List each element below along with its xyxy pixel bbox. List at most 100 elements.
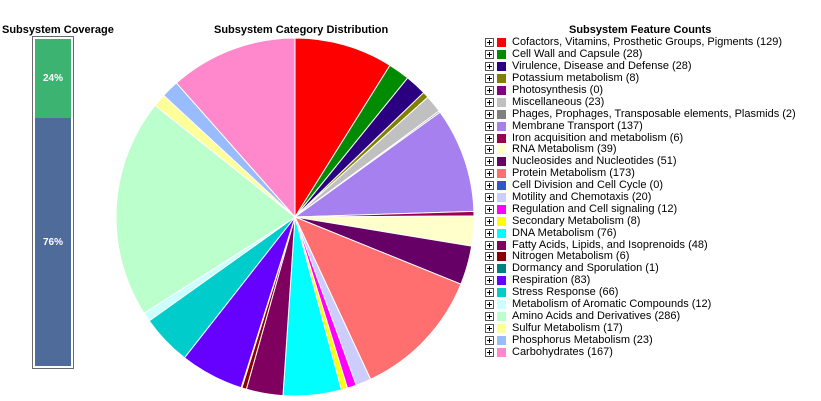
expand-plus-icon[interactable] [485,335,494,345]
category-pie-chart [115,37,475,397]
legend-label: Phosphorus Metabolism (23) [512,333,653,346]
legend-swatch [497,216,506,226]
expand-plus-icon[interactable] [485,86,494,95]
legend-label: Miscellaneous (23) [512,95,605,108]
expand-plus-icon[interactable] [485,109,494,119]
legend-swatch [497,38,506,48]
coverage-uncovered-label: 76% [42,236,63,248]
legend-swatch [497,228,506,238]
legend-label: Protein Metabolism (173) [512,167,635,180]
legend-item-amino-acids-and-derivatives: Amino Acids and Derivatives (286) [485,310,796,322]
expand-plus-icon[interactable] [485,288,494,298]
legend-item-cofactors-vitamins-prosthetic-groups-pigments: Cofactors, Vitamins, Prosthetic Groups, … [485,37,796,49]
legend-swatch [497,109,506,119]
expand-plus-icon[interactable] [485,169,494,179]
legend-item-stress-response: Stress Response (66) [485,287,796,299]
legend-swatch [497,50,506,60]
legend-item-iron-acquisition-and-metabolism: Iron acquisition and metabolism (6) [485,132,796,144]
legend-label: Phages, Prophages, Transposable elements… [512,107,796,120]
legend-item-membrane-transport: Membrane Transport (137) [485,120,796,132]
legend-item-nitrogen-metabolism: Nitrogen Metabolism (6) [485,251,796,263]
expand-plus-icon[interactable] [485,181,494,191]
expand-plus-icon[interactable] [485,62,494,72]
legend-label: Nucleosides and Nucleotides (51) [512,155,677,168]
legend-label: Sulfur Metabolism (17) [512,321,623,334]
legend-label: Potassium metabolism (8) [512,72,640,85]
expand-plus-icon[interactable] [485,216,494,226]
expand-plus-icon[interactable] [485,311,494,321]
legend-label: Cofactors, Vitamins, Prosthetic Groups, … [512,36,783,49]
expand-plus-icon[interactable] [485,97,494,107]
legend-item-regulation-and-cell-signaling: Regulation and Cell signaling (12) [485,203,796,215]
expand-plus-icon[interactable] [485,264,494,274]
legend-label: Iron acquisition and metabolism (6) [512,131,684,144]
legend-swatch [497,145,506,155]
expand-plus-icon[interactable] [485,50,494,60]
legend-item-secondary-metabolism: Secondary Metabolism (8) [485,215,796,227]
legend-label: Metabolism of Aromatic Compounds (12) [512,298,712,311]
legend-swatch [497,276,506,286]
expand-plus-icon[interactable] [485,38,494,48]
expand-plus-icon[interactable] [485,157,494,167]
legend-item-miscellaneous: Miscellaneous (23) [485,96,796,108]
legend-swatch [497,335,506,345]
legend-label: Virulence, Disease and Defense (28) [512,60,692,73]
legend-label: Regulation and Cell signaling (12) [512,202,678,215]
legend-label: DNA Metabolism (76) [512,226,617,239]
legend-item-rna-metabolism: RNA Metabolism (39) [485,144,796,156]
expand-plus-icon[interactable] [485,323,494,333]
legend-swatch [497,323,506,333]
feature-counts-legend: Cofactors, Vitamins, Prosthetic Groups, … [485,37,796,358]
legend-label: Stress Response (66) [512,286,619,299]
legend-swatch [497,204,506,214]
expand-plus-icon[interactable] [485,240,494,250]
legend-swatch [497,311,506,321]
expand-plus-icon[interactable] [485,204,494,214]
legend-swatch [497,347,506,357]
legend-item-fatty-acids-lipids-and-isoprenoids: Fatty Acids, Lipids, and Isoprenoids (48… [485,239,796,251]
legend-label: Membrane Transport (137) [512,119,643,132]
pie-slice-protein-metabolism[interactable] [294,216,462,380]
legend-item-cell-division-and-cell-cycle: Cell Division and Cell Cycle (0) [485,180,796,192]
expand-plus-icon[interactable] [485,228,494,238]
expand-plus-icon[interactable] [485,74,494,84]
legend-swatch [497,86,506,95]
legend-item-carbohydrates: Carbohydrates (167) [485,346,796,358]
legend-swatch [497,300,506,310]
expand-plus-icon[interactable] [485,276,494,286]
legend-item-dormancy-and-sporulation: Dormancy and Sporulation (1) [485,263,796,275]
expand-plus-icon[interactable] [485,252,494,262]
legend-swatch [497,133,506,143]
legend-item-respiration: Respiration (83) [485,275,796,287]
legend-swatch [497,193,506,203]
coverage-covered-segment[interactable]: 24% [35,39,71,118]
legend-label: Cell Wall and Capsule (28) [512,48,643,61]
pie-slice-membrane-transport[interactable] [293,111,475,218]
legend-swatch [497,74,506,84]
expand-plus-icon[interactable] [485,300,494,310]
expand-plus-icon[interactable] [485,145,494,155]
expand-plus-icon[interactable] [485,347,494,357]
legend-label: Amino Acids and Derivatives (286) [512,309,681,322]
coverage-title: Subsystem Coverage [2,24,114,36]
expand-plus-icon[interactable] [485,133,494,143]
legend-swatch [497,121,506,131]
legend-item-motility-and-chemotaxis: Motility and Chemotaxis (20) [485,192,796,204]
legend-swatch [497,169,506,179]
legend-item-cell-wall-and-capsule: Cell Wall and Capsule (28) [485,49,796,61]
legend-item-dna-metabolism: DNA Metabolism (76) [485,227,796,239]
legend-swatch [497,157,506,167]
expand-plus-icon[interactable] [485,193,494,203]
legend-label: Motility and Chemotaxis (20) [512,191,652,204]
expand-plus-icon[interactable] [485,121,494,131]
pie-slice-amino-acids-and-derivatives[interactable] [115,104,296,314]
pie-slice-cofactors-vitamins-prosthetic-groups-pigments[interactable] [294,37,391,219]
legend-item-protein-metabolism: Protein Metabolism (173) [485,168,796,180]
legend-item-potassium-metabolism: Potassium metabolism (8) [485,73,796,85]
legend-swatch [497,252,506,262]
coverage-uncovered-segment[interactable]: 76% [35,118,71,366]
legend-item-virulence-disease-and-defense: Virulence, Disease and Defense (28) [485,61,796,73]
pie-slice-carbohydrates[interactable] [175,37,296,219]
legend-swatch [497,62,506,72]
legend-item-nucleosides-and-nucleotides: Nucleosides and Nucleotides (51) [485,156,796,168]
